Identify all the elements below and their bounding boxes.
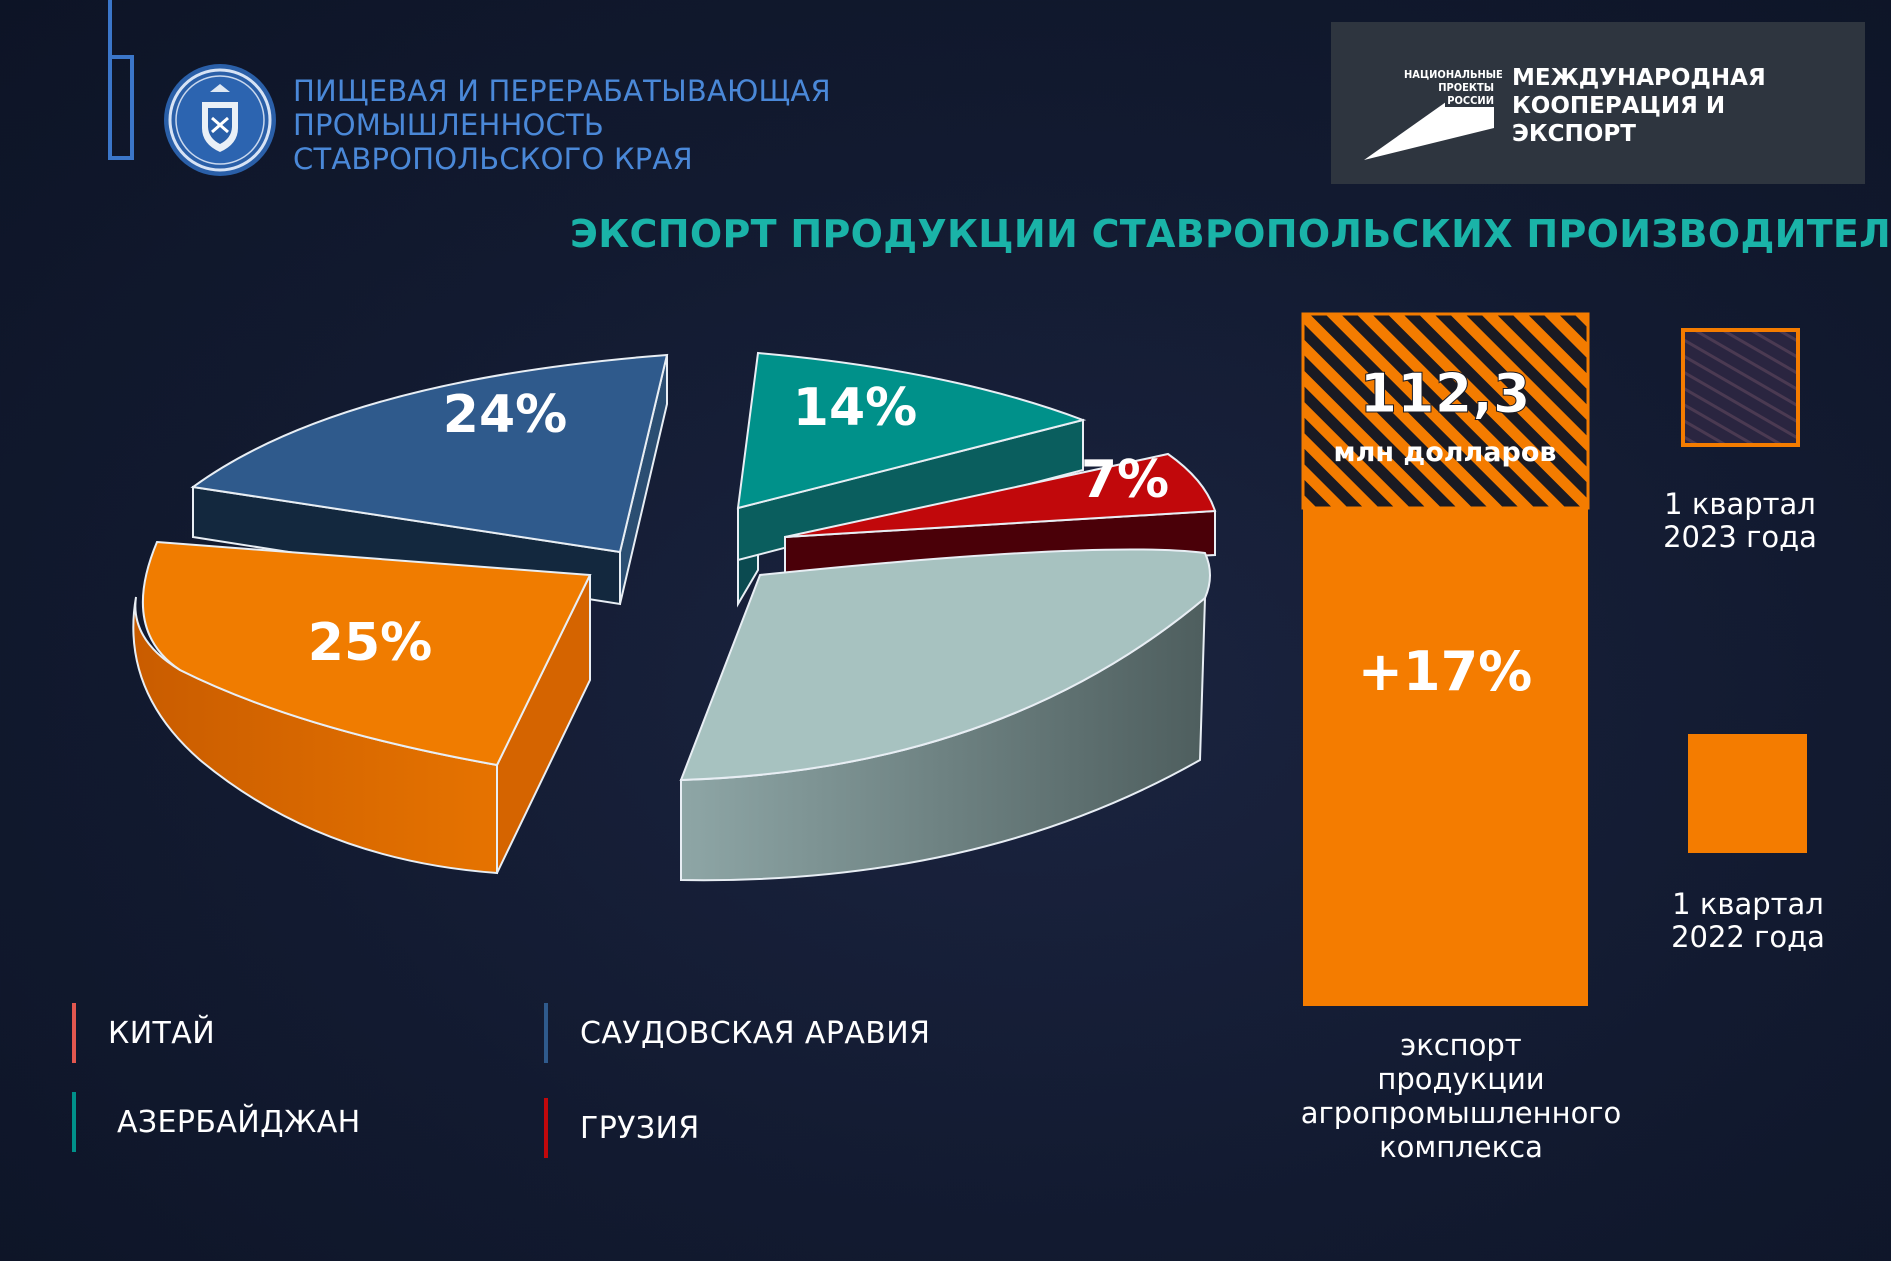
header-title-line-3: СТАВРОПОЛЬСКОГО КРАЯ (293, 142, 693, 176)
national-project-panel (1331, 22, 1865, 184)
bar-caption: экспорт продукции агропромышленного комп… (1281, 1028, 1641, 1164)
legend-label-saudi-arabia: САУДОВСКАЯ АРАВИЯ (580, 1015, 931, 1051)
np-small-line-2: ПРОЕКТЫ (1436, 81, 1496, 94)
header-accent-bracket (108, 55, 134, 160)
pie-slice-other (679, 548, 1211, 882)
bar-growth-label: +17% (1358, 640, 1533, 703)
key-swatch-2023 (1681, 328, 1800, 447)
key-label-2022-line-1: 1 квартал (1672, 887, 1824, 921)
project-title: МЕЖДУНАРОДНАЯ КООПЕРАЦИЯ И ЭКСПОРТ (1512, 64, 1852, 148)
legend-marker-georgia (544, 1098, 548, 1158)
bar-total-value: 112,3 (1360, 362, 1531, 425)
key-label-2022-line-2: 2022 года (1671, 920, 1825, 954)
header-title: ПИЩЕВАЯ И ПЕРЕРАБАТЫВАЮЩАЯ ПРОМЫШЛЕННОСТ… (293, 74, 893, 176)
pie-label-china: 25% (308, 613, 432, 673)
national-projects-label: НАЦИОНАЛЬНЫЕ ПРОЕКТЫ РОССИИ (1402, 68, 1505, 107)
np-small-line-1: НАЦИОНАЛЬНЫЕ (1402, 68, 1505, 81)
key-label-2023: 1 квартал 2023 года (1630, 488, 1850, 554)
stavropol-emblem-icon (164, 64, 276, 176)
bar-caption-line-2: продукции (1377, 1062, 1545, 1096)
bar-caption-line-3: агропромышленного (1300, 1096, 1622, 1130)
bar-unit-label: млн долларов (1334, 437, 1557, 468)
pie-slice-china (132, 540, 592, 875)
key-label-2022: 1 квартал 2022 года (1638, 888, 1858, 954)
bar-segment-2022 (1303, 508, 1588, 1006)
page-title: ЭКСПОРТ ПРОДУКЦИИ СТАВРОПОЛЬСКИХ ПРОИЗВО… (570, 212, 1891, 256)
legend-label-georgia: ГРУЗИЯ (580, 1110, 700, 1146)
bar-caption-line-4: комплекса (1379, 1130, 1543, 1164)
pie-label-saudi-arabia: 24% (443, 385, 567, 445)
legend-label-china: КИТАЙ (108, 1015, 216, 1051)
key-label-2023-line-2: 2023 года (1663, 520, 1817, 554)
legend-marker-saudi-arabia (544, 1003, 548, 1063)
key-label-2023-line-1: 1 квартал (1664, 487, 1816, 521)
project-title-line-1: МЕЖДУНАРОДНАЯ (1512, 65, 1766, 91)
key-swatch-2022 (1688, 734, 1807, 853)
legend-item-china: КИТАЙ (72, 1003, 216, 1063)
stacked-bar (1301, 312, 1590, 1006)
header-accent-line (108, 0, 112, 160)
bar-segment-2023 (1303, 314, 1588, 508)
header-title-line-1: ПИЩЕВАЯ И ПЕРЕРАБАТЫВАЮЩАЯ (293, 74, 831, 108)
legend-label-azerbaijan: АЗЕРБАЙДЖАН (117, 1104, 361, 1140)
pie-slice-azerbaijan (736, 351, 1087, 608)
legend-item-saudi-arabia: САУДОВСКАЯ АРАВИЯ (544, 1003, 931, 1063)
np-small-line-3: РОССИИ (1445, 94, 1496, 107)
bar-caption-line-1: экспорт (1400, 1028, 1522, 1062)
pie-label-azerbaijan: 14% (793, 378, 917, 438)
project-title-line-2: КООПЕРАЦИЯ И ЭКСПОРТ (1512, 93, 1726, 147)
pie-label-georgia: 7% (1081, 450, 1169, 510)
legend-marker-china (72, 1003, 76, 1063)
legend-item-azerbaijan: АЗЕРБАЙДЖАН (72, 1092, 361, 1152)
legend-marker-azerbaijan (72, 1092, 76, 1152)
legend-item-georgia: ГРУЗИЯ (544, 1098, 700, 1158)
header-title-line-2: ПРОМЫШЛЕННОСТЬ (293, 108, 604, 142)
